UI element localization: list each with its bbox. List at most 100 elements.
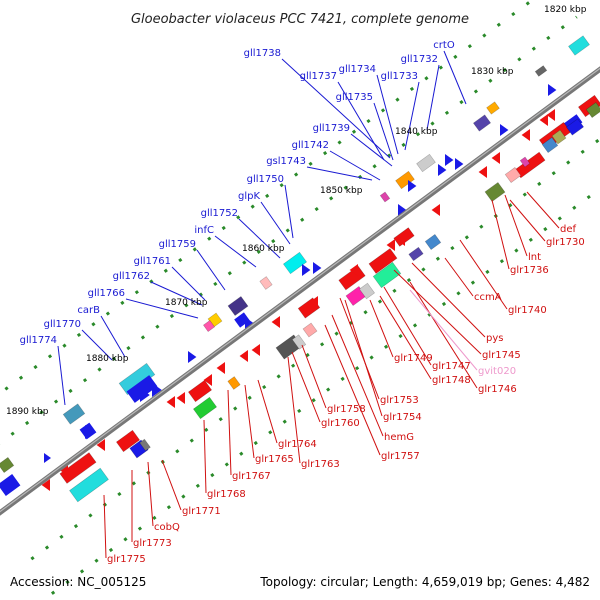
forward-gene-arrow	[445, 154, 454, 166]
reverse-gene-arrow	[539, 114, 548, 126]
forward-gene-block	[227, 296, 249, 316]
reverse-gene-label: glr1736	[510, 265, 549, 276]
forward-gene-label: gll1759	[159, 239, 196, 250]
forward-gene-block	[395, 170, 415, 190]
forward-leader-line	[404, 81, 420, 151]
forward-gene-label: gll1737	[300, 71, 337, 82]
forward-gene-label: gll1742	[292, 140, 329, 151]
forward-leader-line	[171, 266, 206, 301]
reverse-gene-arrow	[176, 392, 185, 404]
reverse-leader-line	[444, 257, 474, 297]
reverse-leader-line	[409, 281, 478, 389]
reverse-gene-block	[192, 396, 218, 420]
tick-row	[22, 137, 600, 567]
reverse-leader-line	[103, 494, 107, 559]
genome-summary-label: Topology: circular; Length: 4,659,019 bp…	[259, 575, 590, 589]
reverse-gene-arrow	[251, 344, 260, 356]
reverse-gene-block	[69, 467, 109, 503]
reverse-gene-block	[372, 261, 402, 289]
forward-leader-line	[125, 298, 199, 319]
reverse-gene-label: glr1758	[327, 404, 366, 415]
forward-gene-arrow	[313, 262, 322, 274]
reverse-gene-label: glr1760	[321, 418, 360, 429]
tick-row	[0, 0, 535, 396]
forward-leader-line	[281, 58, 391, 159]
forward-gene-arrow	[188, 351, 197, 363]
kbp-label: 1830 kbp	[471, 67, 514, 77]
reverse-gene-label: glr1763	[301, 459, 340, 470]
label-leader-lines	[57, 50, 560, 559]
reverse-leader-line	[291, 351, 321, 423]
forward-gene-arrow	[302, 264, 311, 276]
accession-label: Accession: NC_005125	[10, 575, 146, 589]
forward-gene-label: gsl1743	[266, 156, 306, 167]
forward-gene-label: gll1732	[401, 54, 438, 65]
forward-gene-block	[486, 101, 500, 115]
forward-gene-label: gll1770	[44, 319, 81, 330]
forward-leader-line	[284, 184, 294, 239]
reverse-gene-label: lnt	[528, 252, 541, 263]
reverse-gene-label: glr1747	[432, 361, 471, 372]
reverse-gene-label: glr1764	[278, 439, 317, 450]
forward-leader-line	[81, 329, 113, 361]
reverse-gene-arrow	[349, 264, 358, 276]
reverse-gene-label: glr1749	[394, 353, 433, 364]
reverse-gene-block	[504, 167, 522, 183]
reverse-gene-block	[115, 429, 141, 453]
reverse-gene-label: glr1754	[383, 412, 422, 423]
kbp-label: 1860 kbp	[242, 244, 285, 254]
reverse-gene-label: glr1730	[546, 237, 585, 248]
reverse-leader-line	[509, 199, 546, 242]
forward-leader-line	[350, 133, 393, 167]
reverse-leader-line	[459, 239, 508, 310]
forward-leader-line	[100, 315, 126, 358]
reverse-leader-line	[491, 199, 510, 270]
forward-gene-label: carB	[77, 305, 100, 316]
rna-leader-line	[409, 289, 478, 371]
reverse-gene-block	[408, 246, 424, 262]
reverse-leader-line	[411, 262, 486, 338]
reverse-leader-line	[379, 295, 432, 380]
rna-gene-label: gvit020	[478, 366, 516, 377]
forward-leader-line	[443, 50, 467, 105]
tick-row	[0, 15, 578, 445]
kbp-label: 1890 kbp	[6, 407, 49, 417]
reverse-gene-block	[565, 118, 585, 136]
reverse-gene-arrow	[96, 439, 105, 451]
forward-leader-line	[196, 249, 226, 291]
reverse-gene-label: glr1745	[482, 350, 521, 361]
reverse-leader-line	[287, 356, 301, 464]
reverse-gene-block	[227, 376, 241, 390]
reverse-gene-arrow	[216, 362, 225, 374]
forward-gene-label: gll1762	[113, 271, 150, 282]
forward-gene-arrow	[398, 204, 407, 216]
tick-row	[46, 186, 600, 599]
reverse-gene-label: def	[560, 224, 577, 235]
kbp-label: 1820 kbp	[544, 5, 587, 15]
reverse-gene-label: glr1740	[508, 305, 547, 316]
forward-leader-line	[306, 166, 373, 181]
forward-gene-block	[282, 251, 308, 275]
forward-gene-label: gll1752	[201, 208, 238, 219]
forward-leader-line	[57, 345, 66, 406]
reverse-leader-line	[344, 299, 383, 417]
reverse-leader-line	[526, 191, 560, 229]
gene-features	[0, 35, 600, 503]
reverse-leader-line	[324, 324, 381, 456]
reverse-gene-arrow	[386, 239, 395, 251]
reverse-gene-block	[59, 452, 97, 484]
reverse-gene-block	[338, 265, 366, 291]
reverse-gene-arrow	[203, 374, 212, 386]
kbp-label: 1840 kbp	[395, 127, 438, 137]
reverse-gene-label: glr1765	[255, 454, 294, 465]
forward-leader-line	[238, 218, 281, 259]
reverse-leader-line	[161, 459, 182, 511]
kbp-label: 1870 kbp	[165, 298, 208, 308]
forward-gene-label: crtO	[433, 40, 455, 51]
reverse-gene-label: glr1771	[182, 506, 221, 517]
forward-gene-block	[568, 35, 590, 56]
forward-gene-arrow	[44, 453, 51, 463]
reverse-gene-arrow	[309, 296, 318, 308]
